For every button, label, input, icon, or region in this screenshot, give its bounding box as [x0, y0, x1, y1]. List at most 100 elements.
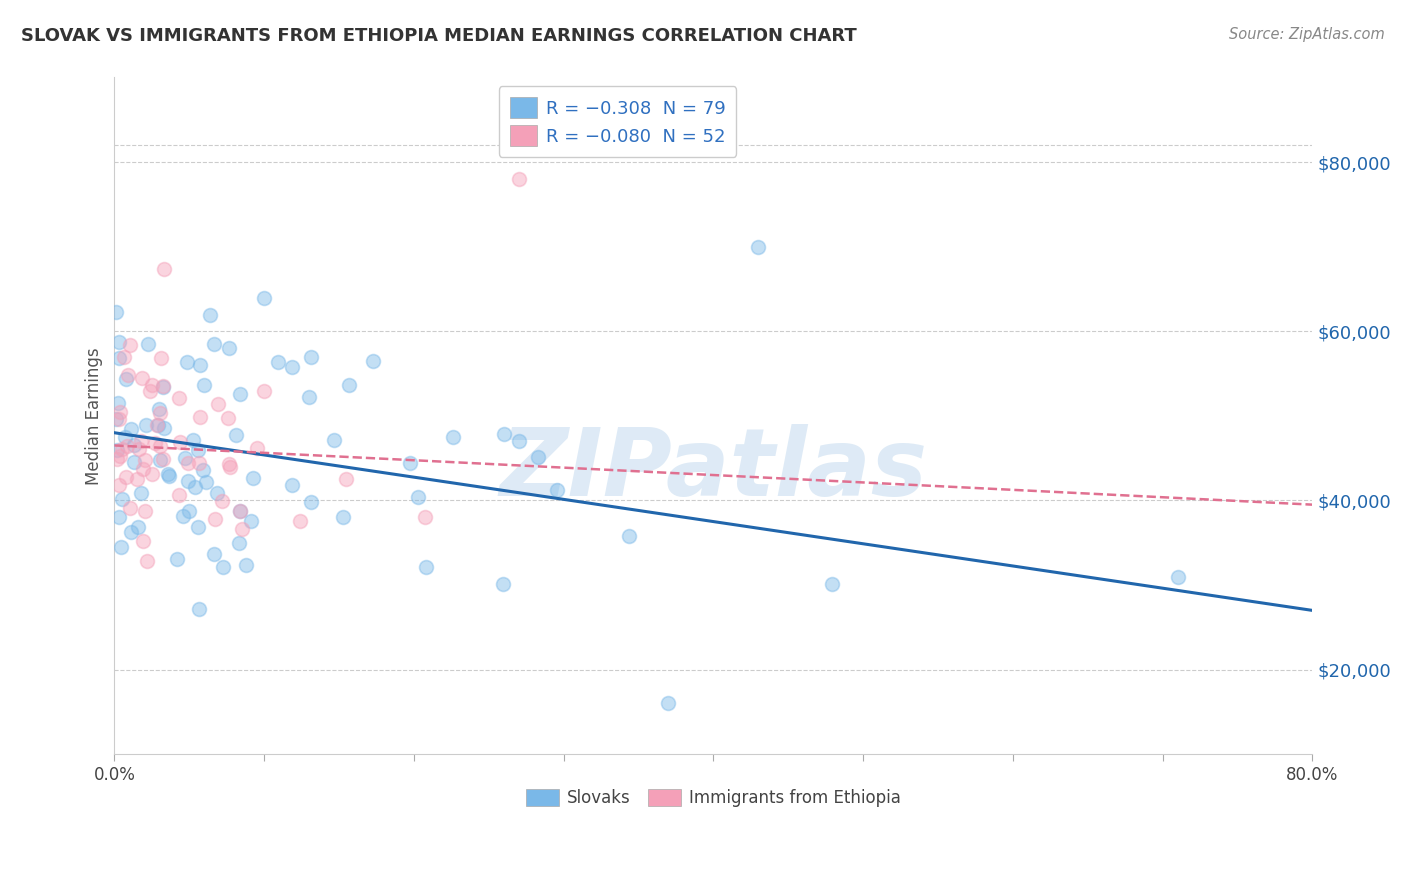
Point	[176, 475, 198, 489]
Point	[111, 442, 134, 456]
Point	[169, 434, 191, 449]
Point	[441, 430, 464, 444]
Point	[166, 552, 188, 566]
Point	[131, 371, 153, 385]
Point	[143, 435, 166, 450]
Point	[135, 417, 157, 432]
Point	[120, 421, 142, 435]
Point	[747, 239, 769, 253]
Point	[125, 472, 148, 486]
Point	[129, 434, 152, 448]
Point	[132, 462, 155, 476]
Point	[281, 477, 304, 491]
Point	[149, 439, 172, 453]
Point	[207, 397, 229, 411]
Point	[176, 355, 198, 369]
Point	[173, 450, 195, 465]
Point	[149, 406, 172, 420]
Point	[508, 434, 530, 448]
Point	[141, 467, 163, 482]
Point	[139, 384, 162, 399]
Point	[108, 405, 131, 419]
Text: Source: ZipAtlas.com: Source: ZipAtlas.com	[1229, 27, 1385, 42]
Point	[231, 522, 253, 536]
Point	[145, 418, 167, 433]
Point	[127, 519, 149, 533]
Point	[187, 443, 209, 458]
Point	[492, 577, 515, 591]
Point	[239, 514, 262, 528]
Point	[218, 341, 240, 355]
Point	[225, 428, 247, 442]
Point	[107, 411, 129, 425]
Point	[108, 509, 131, 524]
Point	[188, 457, 211, 471]
Point	[202, 337, 225, 351]
Point	[177, 504, 200, 518]
Point	[202, 548, 225, 562]
Point	[115, 372, 138, 386]
Point	[149, 351, 172, 366]
Point	[332, 510, 354, 524]
Point	[188, 410, 211, 425]
Point	[135, 554, 157, 568]
Point	[120, 338, 142, 352]
Point	[108, 477, 131, 491]
Point	[298, 390, 321, 404]
Point	[494, 426, 516, 441]
Point	[132, 533, 155, 548]
Point	[156, 467, 179, 481]
Point	[114, 469, 136, 483]
Point	[299, 495, 322, 509]
Point	[136, 337, 159, 351]
Point	[153, 421, 176, 435]
Point	[122, 455, 145, 469]
Point	[114, 430, 136, 444]
Point	[152, 378, 174, 392]
Point	[322, 433, 344, 447]
Point	[110, 540, 132, 554]
Point	[111, 492, 134, 507]
Point	[104, 305, 127, 319]
Point	[335, 472, 357, 486]
Point	[152, 379, 174, 393]
Point	[218, 457, 240, 471]
Point	[207, 486, 229, 500]
Point	[229, 504, 252, 518]
Point	[546, 483, 568, 497]
Point	[406, 490, 429, 504]
Point	[107, 451, 129, 466]
Point	[211, 560, 233, 574]
Point	[134, 453, 156, 467]
Point	[172, 509, 194, 524]
Point	[157, 468, 180, 483]
Point	[821, 576, 844, 591]
Point	[281, 360, 304, 375]
Text: ZIPatlas: ZIPatlas	[499, 424, 928, 516]
Point	[194, 475, 217, 489]
Point	[229, 387, 252, 401]
Y-axis label: Median Earnings: Median Earnings	[86, 347, 103, 484]
Point	[184, 480, 207, 494]
Point	[204, 512, 226, 526]
Point	[229, 504, 252, 518]
Point	[218, 460, 240, 475]
Point	[337, 378, 360, 392]
Point	[107, 396, 129, 410]
Point	[235, 558, 257, 573]
Point	[129, 485, 152, 500]
Point	[112, 350, 135, 364]
Point	[115, 439, 138, 453]
Point	[1167, 569, 1189, 583]
Point	[128, 442, 150, 457]
Point	[198, 308, 221, 322]
Point	[149, 453, 172, 467]
Point	[153, 261, 176, 276]
Point	[176, 456, 198, 470]
Point	[152, 451, 174, 466]
Point	[108, 449, 131, 463]
Point	[267, 355, 290, 369]
Point	[134, 504, 156, 518]
Point	[141, 378, 163, 392]
Point	[657, 697, 679, 711]
